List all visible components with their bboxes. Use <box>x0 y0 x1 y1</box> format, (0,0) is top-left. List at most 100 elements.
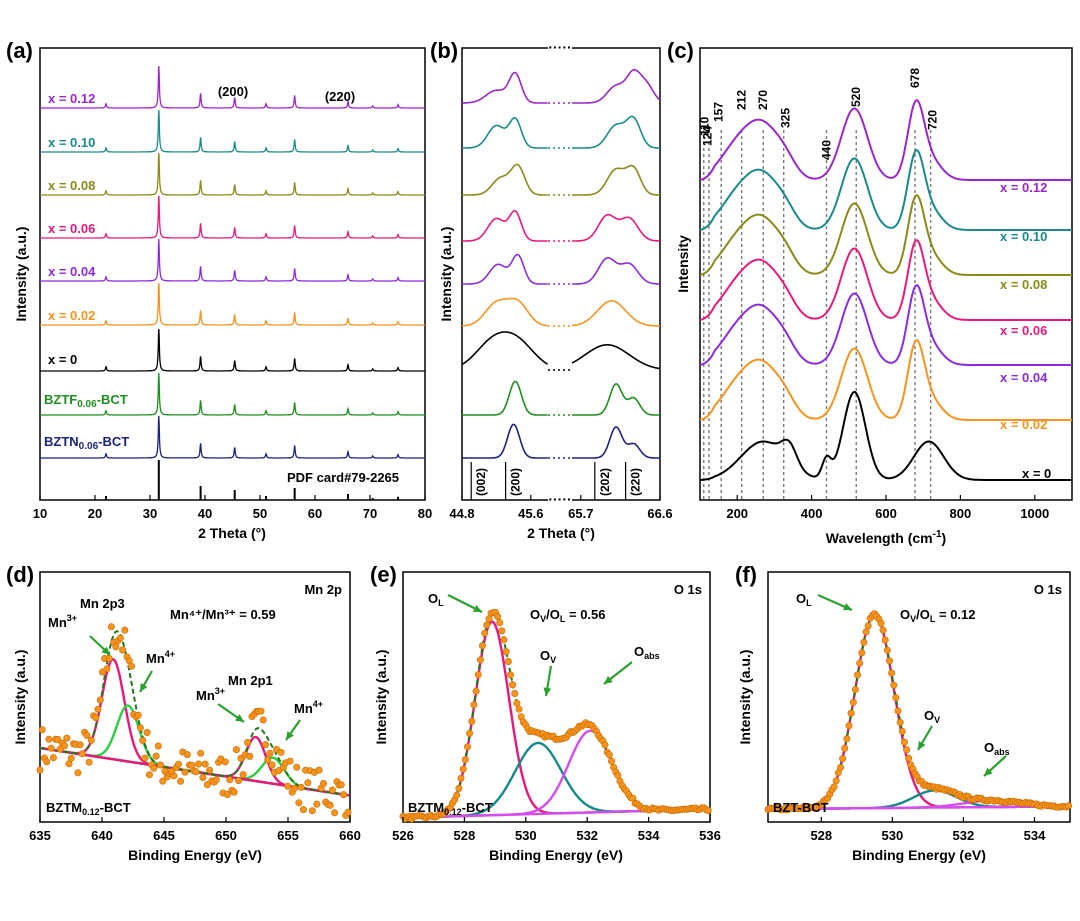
panel-d-data-point <box>244 738 252 746</box>
panel-f-title: O 1s <box>1034 582 1062 597</box>
panel-d-data-point <box>83 731 91 739</box>
panel-d-data-point <box>319 779 327 787</box>
panel-a-legend-x010: x = 0.10 <box>48 135 95 150</box>
panel-f-arrow-oabs-head <box>984 767 993 776</box>
panel-d-data-point <box>293 763 301 771</box>
panel-e-label: (e) <box>370 562 397 587</box>
panel-b-xlabel: 2 Theta (°) <box>527 525 595 541</box>
panel-e-arrow-ol-head <box>473 604 482 612</box>
panel-c-peak-label: 270 <box>756 90 770 110</box>
panel-c-legend-x010: x = 0.10 <box>1000 229 1047 244</box>
panel-d-ticks: 635 640 645 650 655 660 <box>29 817 361 843</box>
panel-d-data-point <box>297 783 305 791</box>
panel-e-data-point <box>474 671 482 679</box>
panel-d-data-point <box>76 741 84 749</box>
panel-f-data-point <box>864 622 872 630</box>
panel-d-data-point <box>264 756 272 764</box>
panel-d-data-point <box>105 654 113 662</box>
panel-d-data-point <box>337 781 345 789</box>
panel-b-axis-break-top: ····· <box>548 39 571 55</box>
panel-b-trace-left <box>462 380 548 416</box>
panel-e-data-point <box>502 648 510 656</box>
panel-e-ylabel: Intensity (a.u.) <box>373 650 389 745</box>
panel-e-arrow-ov-head <box>543 687 552 696</box>
panel-f-frame <box>767 571 1071 823</box>
panel-e-data-point <box>601 741 609 749</box>
panel-d-data-point <box>85 758 93 766</box>
panel-e-data-point <box>459 765 467 773</box>
panel-f-data-point <box>839 755 847 763</box>
panel-f-data-point <box>879 626 887 634</box>
panel-f-data-point <box>853 671 861 679</box>
panel-e-x-tick-label: 534 <box>638 828 660 843</box>
panel-d-x-tick-label: 655 <box>277 828 299 843</box>
panel-f-ratio: OV/OL = 0.12 <box>900 607 976 624</box>
panel-e-data-point <box>481 629 489 637</box>
panel-a-x-tick-label: 60 <box>308 506 322 521</box>
panel-d-data-point <box>328 786 336 794</box>
panel-c-trace <box>699 339 1072 421</box>
panel-e-data-point <box>498 627 506 635</box>
panel-d-data-point <box>128 662 136 670</box>
panel-c-traces <box>699 99 1072 481</box>
panel-d-data-point <box>47 744 55 752</box>
panel-d-data-point <box>212 776 220 784</box>
panel-a-trace <box>40 195 425 239</box>
panel-c-legend-x006: x = 0.06 <box>1000 323 1047 338</box>
panel-b-trace-left <box>462 163 548 196</box>
panel-c-trace <box>699 284 1072 366</box>
panel-f-data-point <box>845 722 853 730</box>
panel-c-peak-label: 440 <box>819 140 833 160</box>
panel-b-trace-right <box>572 257 661 285</box>
panel-a-trace <box>40 415 425 459</box>
panel-e-data-point <box>453 791 461 799</box>
panel-d-x-tick-label: 640 <box>91 828 113 843</box>
panel-a-traces <box>40 65 425 500</box>
panel-c-trace <box>700 391 1072 481</box>
panel-d-x-tick-label: 635 <box>29 828 51 843</box>
panel-a-x-tick-label: 20 <box>88 506 102 521</box>
panel-a-x-tick-label: 40 <box>198 506 212 521</box>
panel-d-data-point <box>266 749 274 757</box>
panel-d-data-point <box>286 757 294 765</box>
panel-f-data-point <box>877 619 885 627</box>
panel-e-data-point <box>506 671 514 679</box>
panel-f-label: (f) <box>735 562 757 587</box>
panel-b-trace-right <box>572 68 661 104</box>
panel-f-data-point <box>830 783 838 791</box>
panel-d-data-point <box>257 707 265 715</box>
panel-f-sample: BZT-BCT <box>773 800 829 815</box>
panel-c-legend-x0: x = 0 <box>1022 466 1051 481</box>
panel-a-legend-x012: x = 0.12 <box>48 91 95 106</box>
panel-d-data-point <box>45 735 53 743</box>
panel-d-arrow-mn4a-head <box>140 683 148 692</box>
panel-d-data-point <box>36 766 44 774</box>
panel-d-data-point <box>195 760 203 768</box>
panel-a-legend-x002: x = 0.02 <box>48 308 95 323</box>
panel-d-data-point <box>87 736 95 744</box>
panel-d-data-point <box>181 768 189 776</box>
panel-d-data-point <box>299 806 307 814</box>
panel-f-data-point <box>858 649 866 657</box>
panel-d-data-point <box>261 741 269 749</box>
panel-b-trace-right <box>572 115 660 149</box>
panel-d-data-point <box>107 623 115 631</box>
panel-d-label-mn3-b: Mn3+ <box>196 686 225 703</box>
panel-e-data-point <box>513 699 521 707</box>
panel-a-legend-x0: x = 0 <box>48 352 77 367</box>
panel-e-data-point <box>461 756 469 764</box>
panel-c-x-tick-label: 400 <box>801 506 823 521</box>
panel-c-trace <box>699 99 1072 181</box>
panel-d-sample: BZTM0.12-BCT <box>46 800 131 817</box>
panel-f-x-tick-label: 528 <box>810 828 832 843</box>
panel-d-data-point <box>119 646 127 654</box>
panel-d-data-point <box>259 716 267 724</box>
panel-e-x-tick-label: 536 <box>699 828 721 843</box>
panel-d-frame <box>39 571 351 823</box>
panel-b-trace-right <box>572 300 660 327</box>
panel-f-data-point <box>849 698 857 706</box>
panel-d-data-point <box>235 777 243 785</box>
panel-b-break-bottom-mask <box>548 496 572 504</box>
panel-e-data-point <box>496 619 504 627</box>
